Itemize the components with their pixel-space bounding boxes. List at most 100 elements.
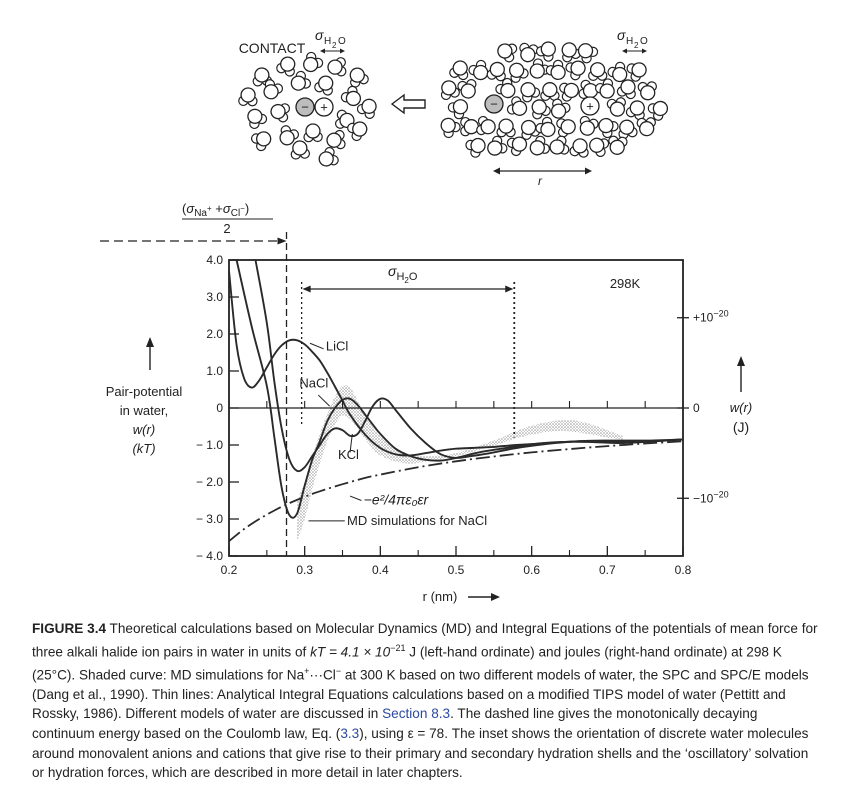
anion-separated-circle xyxy=(484,94,504,114)
temperature-label: 298K xyxy=(610,276,641,291)
water-molecule xyxy=(588,62,608,82)
water-o-atom xyxy=(489,61,505,78)
cation-separated-circle xyxy=(580,96,600,116)
right-axis-arrowhead xyxy=(737,356,745,366)
water-molecule xyxy=(608,135,628,155)
water-o-atom xyxy=(589,137,605,153)
water-molecule xyxy=(314,75,334,96)
water-o-atom xyxy=(598,117,614,134)
water-molecule xyxy=(495,77,516,99)
caption-text-5: . The dashed line gives the monotonicall… xyxy=(32,706,758,742)
water-o-atom xyxy=(599,83,615,99)
section-link[interactable]: Section 8.3 xyxy=(382,706,451,722)
water-molecule xyxy=(636,117,656,137)
water-molecule xyxy=(290,70,312,91)
figure-caption: FIGURE 3.4 Theoretical calculations base… xyxy=(32,619,822,783)
water-o-atom xyxy=(290,75,306,91)
water-molecule xyxy=(520,82,541,103)
x-tick-label: 0.3 xyxy=(296,563,313,577)
y-label-line-1: Pair-potential xyxy=(106,384,183,399)
water-molecule xyxy=(626,62,647,82)
y-tick-label: − 3.0 xyxy=(196,512,223,526)
water-molecule xyxy=(487,135,508,156)
sigma-h2o-left-label: σ H 2 O xyxy=(315,27,346,54)
sigma-arrowhead-left xyxy=(302,285,311,293)
x-axis-arrowhead xyxy=(491,593,500,601)
water-o-atom xyxy=(550,103,567,119)
x-tick-label: 0.7 xyxy=(599,563,616,577)
figure-svg: − + − + CONTACT σ H 2 O σ H 2 O r xyxy=(100,27,752,604)
water-molecule xyxy=(252,67,272,87)
right-tick-label: +10−20 xyxy=(693,309,729,325)
water-o-atom xyxy=(460,83,476,99)
water-o-atom xyxy=(441,80,457,96)
water-molecule xyxy=(598,117,619,139)
water-molecule xyxy=(540,82,560,101)
water-o-atom xyxy=(570,60,586,76)
water-o-atom xyxy=(498,118,514,134)
y-tick-label: 3.0 xyxy=(206,290,223,304)
equation-link[interactable]: 3.3 xyxy=(340,726,360,742)
caption-text-1: Theoretical calculations based on Molecu… xyxy=(32,621,818,660)
water-molecule xyxy=(519,42,539,63)
sigma-arrowhead-right xyxy=(505,285,514,293)
water-o-atom xyxy=(349,67,365,83)
water-molecule xyxy=(457,79,477,99)
water-molecule xyxy=(247,108,268,130)
x-tick-label: 0.8 xyxy=(675,563,692,577)
y-axis-arrowhead xyxy=(146,337,154,347)
y-label-line-3: w(r) xyxy=(133,422,155,437)
water-o-atom xyxy=(292,140,308,156)
water-o-atom xyxy=(550,64,566,81)
y-label-line-2: in water, xyxy=(120,403,168,418)
x-tick-label: 0.2 xyxy=(221,563,238,577)
water-o-atom xyxy=(520,119,537,136)
contact-water-cluster: − + xyxy=(238,51,377,167)
water-molecule xyxy=(465,137,486,158)
water-molecule xyxy=(347,121,368,142)
water-o-atom xyxy=(639,121,655,137)
water-o-atom xyxy=(500,82,516,99)
water-molecule xyxy=(303,123,323,143)
water-molecule xyxy=(318,146,339,167)
water-molecule xyxy=(263,79,284,100)
water-molecule xyxy=(506,96,528,116)
svg-text:2: 2 xyxy=(634,41,639,50)
sigma-h2o-chart-label: σH2O xyxy=(388,263,418,285)
water-molecule xyxy=(577,43,599,64)
water-molecule xyxy=(569,138,589,158)
caption-cl-sup: − xyxy=(335,665,342,676)
cation-contact-circle xyxy=(314,97,334,117)
anion-contact-circle xyxy=(295,97,315,117)
y-tick-label: 2.0 xyxy=(206,327,223,341)
water-molecule xyxy=(440,80,460,101)
y-tick-label: 0 xyxy=(216,401,223,415)
water-o-atom xyxy=(480,119,496,135)
water-o-atom xyxy=(629,100,645,116)
water-o-atom xyxy=(305,123,321,139)
nacl-leader xyxy=(317,394,330,407)
caption-text-6: ), using ε = 78. The inset shows the ori… xyxy=(32,726,809,781)
water-molecule xyxy=(616,79,636,100)
caption-text-4: at 300 K based on two different models o… xyxy=(32,667,809,722)
svg-text:2: 2 xyxy=(332,41,337,50)
water-o-atom xyxy=(560,119,576,135)
caption-label: FIGURE 3.4 xyxy=(32,621,107,636)
water-molecule xyxy=(549,135,570,155)
axis-ticks: 0.2 0.3 0.4 0.5 0.6 0.7 0.8 4.0 3.0 2.0 1.0 0 − 1.0 −… xyxy=(196,253,729,577)
water-molecule xyxy=(535,41,556,62)
water-o-atom xyxy=(318,75,334,91)
water-molecule xyxy=(497,43,518,63)
water-o-atom xyxy=(247,108,263,124)
y-tick-label: 4.0 xyxy=(206,253,223,267)
water-molecule xyxy=(238,87,258,107)
caption-kt: kT = 4.1 × 10 xyxy=(310,644,391,660)
water-molecule xyxy=(326,129,346,150)
water-molecule xyxy=(449,60,469,81)
water-o-atom xyxy=(279,130,295,146)
water-molecule xyxy=(496,118,516,138)
x-tick-label: 0.6 xyxy=(523,563,540,577)
caption-kt-exp: −21 xyxy=(390,642,406,653)
water-o-atom xyxy=(303,56,319,73)
anion-separated-sign: − xyxy=(490,97,498,112)
